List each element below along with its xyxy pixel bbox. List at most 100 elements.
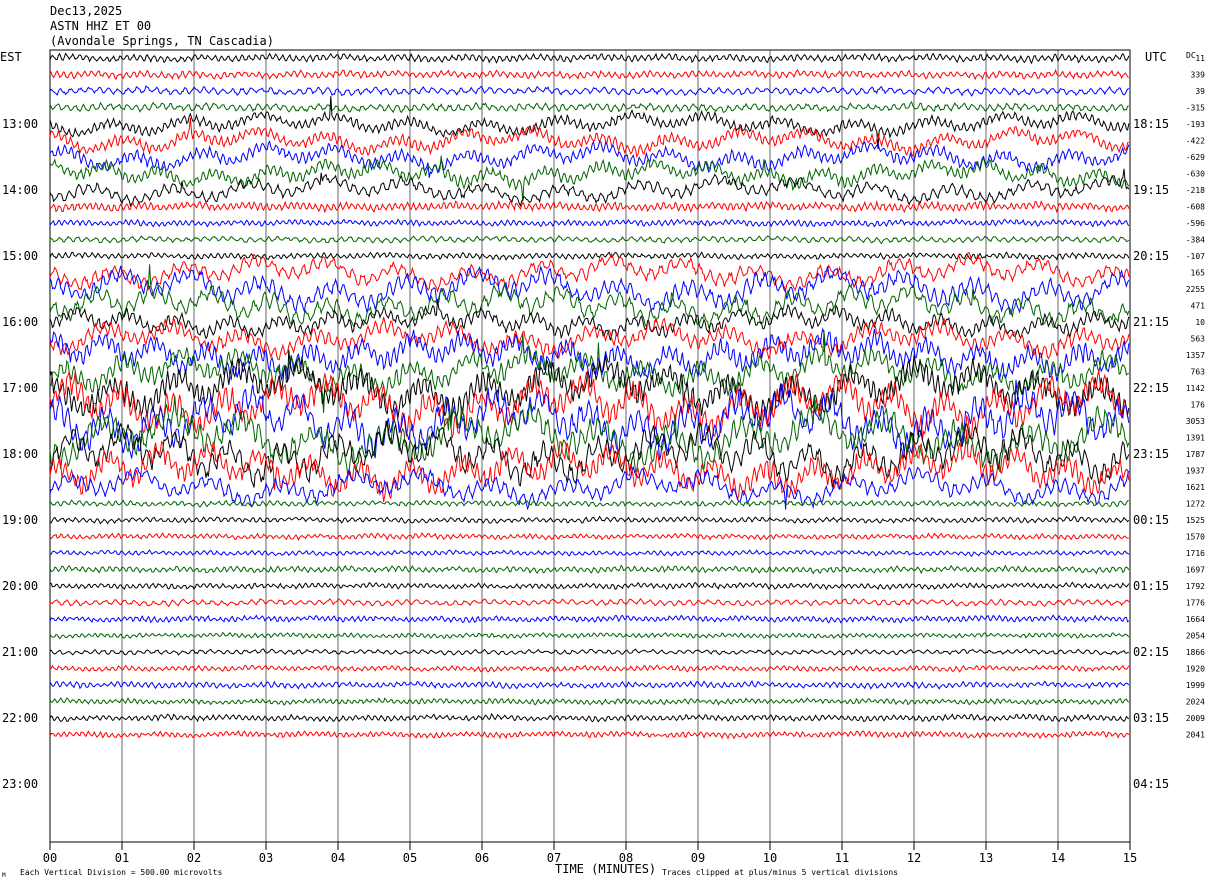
seismic-trace <box>49 140 1130 178</box>
seismic-trace <box>49 531 1129 542</box>
est-axis-label: EST <box>0 50 22 64</box>
dc-offset-label: 10 <box>1195 318 1205 327</box>
est-hour-label: 16:00 <box>2 315 38 329</box>
seismic-trace <box>49 614 1130 624</box>
seismic-trace <box>49 379 1130 461</box>
utc-hour-label: 18:15 <box>1133 117 1169 131</box>
dc-offset-label: 2024 <box>1186 698 1205 707</box>
seismic-trace <box>49 252 1130 293</box>
dc-offset-label: -629 <box>1186 153 1205 162</box>
dc-offset-label: 1697 <box>1186 566 1205 575</box>
seismic-trace <box>49 712 1130 723</box>
seismic-trace <box>49 564 1130 575</box>
seismic-trace <box>49 299 1130 341</box>
utc-hour-label: 19:15 <box>1133 183 1169 197</box>
seismic-trace <box>49 155 1130 202</box>
utc-hour-label: 01:15 <box>1133 579 1169 593</box>
dc-offset-label: 3053 <box>1186 417 1205 426</box>
x-tick-label: 12 <box>907 851 921 865</box>
seismic-trace <box>49 264 1130 329</box>
est-hour-label: 21:00 <box>2 645 38 659</box>
x-tick-label: 08 <box>619 851 633 865</box>
dc-offset-label: 1272 <box>1186 500 1205 509</box>
dc-offset-label: 1391 <box>1186 434 1205 443</box>
seismic-trace <box>49 515 1130 525</box>
dc-label: DC <box>1186 51 1196 60</box>
seismic-trace <box>49 68 1130 81</box>
seismic-trace <box>49 96 1130 150</box>
header-station: ASTN HHZ ET 00 <box>50 19 152 33</box>
dc-offset-label: 763 <box>1191 368 1206 377</box>
seismic-trace <box>49 85 1130 97</box>
dc-offset-label: 471 <box>1191 302 1206 311</box>
est-hour-label: 22:00 <box>2 711 38 725</box>
dc-offset-label: 563 <box>1191 335 1206 344</box>
dc-offset-label: 2041 <box>1186 731 1205 740</box>
seismic-trace <box>49 251 1130 261</box>
seismic-trace <box>49 370 1130 441</box>
dc-offset-label: 1525 <box>1186 516 1205 525</box>
x-tick-label: 01 <box>115 851 129 865</box>
x-tick-label: 13 <box>979 851 993 865</box>
x-tick-label: 14 <box>1051 851 1065 865</box>
dc-offset-label: 11 <box>1195 54 1205 63</box>
est-hour-label: 13:00 <box>2 117 38 131</box>
dc-offset-label: 2255 <box>1186 285 1205 294</box>
header-date: Dec13,2025 <box>50 4 123 18</box>
footer-scale: Each Vertical Division = 500.00 microvol… <box>20 868 222 877</box>
dc-offset-label: -596 <box>1186 219 1205 228</box>
utc-hour-label: 02:15 <box>1133 645 1169 659</box>
utc-axis-label: UTC <box>1145 50 1167 64</box>
seismic-trace <box>49 429 1130 502</box>
seismic-trace <box>49 234 1130 245</box>
x-tick-label: 03 <box>259 851 273 865</box>
utc-hour-label: 00:15 <box>1133 513 1169 527</box>
x-tick-label: 07 <box>547 851 561 865</box>
est-hour-label: 15:00 <box>2 249 38 263</box>
dc-offset-label: -218 <box>1186 186 1205 195</box>
dc-offset-label: -107 <box>1186 252 1205 261</box>
dc-offset-label: -193 <box>1186 120 1205 129</box>
seismic-trace <box>50 581 1130 591</box>
dc-offset-label: 1792 <box>1186 582 1205 591</box>
est-hour-label: 18:00 <box>2 447 38 461</box>
seismic-trace <box>49 549 1130 558</box>
dc-offset-label: 339 <box>1191 71 1206 80</box>
seismic-trace <box>49 631 1130 640</box>
seismic-trace <box>49 680 1130 690</box>
seismic-trace <box>49 697 1130 706</box>
dc-offset-label: 39 <box>1195 87 1205 96</box>
utc-hour-label: 03:15 <box>1133 711 1169 725</box>
dc-offset-label: -608 <box>1186 203 1205 212</box>
utc-hour-label: 20:15 <box>1133 249 1169 263</box>
dc-offset-label: 1664 <box>1186 615 1205 624</box>
est-hour-label: 17:00 <box>2 381 38 395</box>
dc-offset-label: 1570 <box>1186 533 1205 542</box>
est-hour-label: 14:00 <box>2 183 38 197</box>
seismic-trace <box>49 349 1130 421</box>
seismic-trace <box>49 664 1130 673</box>
seismic-trace <box>49 330 1130 413</box>
dc-offset-label: -630 <box>1186 170 1205 179</box>
seismic-trace <box>49 648 1129 656</box>
dc-offset-label: 1937 <box>1186 467 1205 476</box>
dc-offset-label: 1787 <box>1186 450 1205 459</box>
footer-mark: M <box>2 872 6 879</box>
seismic-trace <box>49 730 1130 740</box>
dc-offset-label: 176 <box>1191 401 1206 410</box>
dc-offset-label: 1920 <box>1186 665 1205 674</box>
dc-offset-label: 1866 <box>1186 648 1205 657</box>
dc-offset-label: 1142 <box>1186 384 1205 393</box>
x-tick-label: 15 <box>1123 851 1137 865</box>
x-tick-label: 02 <box>187 851 201 865</box>
utc-hour-label: 21:15 <box>1133 315 1169 329</box>
seismic-trace <box>49 597 1130 608</box>
seismic-trace <box>49 100 1129 114</box>
seismic-trace <box>49 217 1130 228</box>
seismic-trace <box>49 465 1130 511</box>
dc-offset-label: 1716 <box>1186 549 1205 558</box>
dc-offset-label: -422 <box>1186 137 1205 146</box>
dc-offset-label: 1999 <box>1186 681 1205 690</box>
x-tick-label: 11 <box>835 851 849 865</box>
utc-hour-label: 23:15 <box>1133 447 1169 461</box>
